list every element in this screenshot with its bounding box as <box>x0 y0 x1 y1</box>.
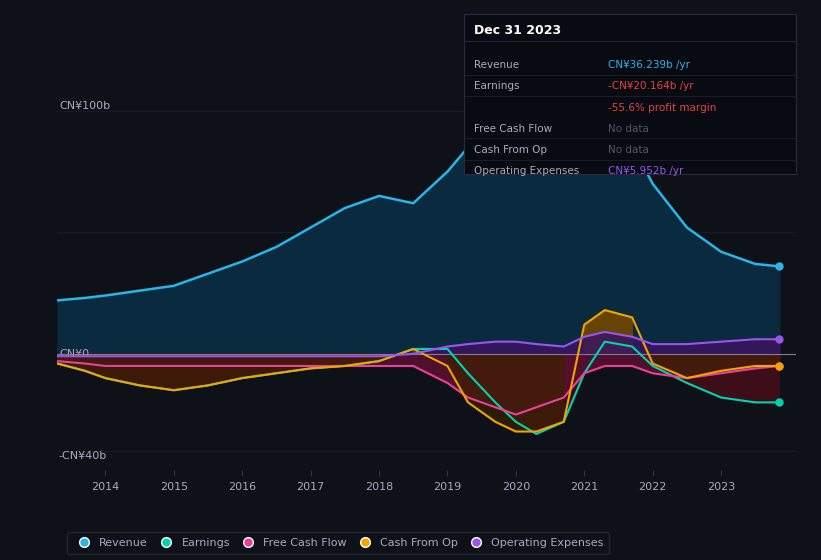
Text: Dec 31 2023: Dec 31 2023 <box>474 24 561 38</box>
Text: CN¥5.952b /yr: CN¥5.952b /yr <box>608 166 683 176</box>
Text: CN¥0: CN¥0 <box>59 349 89 359</box>
Text: Free Cash Flow: Free Cash Flow <box>474 124 552 134</box>
Text: Earnings: Earnings <box>474 81 519 91</box>
Text: No data: No data <box>608 124 649 134</box>
Legend: Revenue, Earnings, Free Cash Flow, Cash From Op, Operating Expenses: Revenue, Earnings, Free Cash Flow, Cash … <box>67 533 609 553</box>
Text: No data: No data <box>608 145 649 155</box>
Text: Operating Expenses: Operating Expenses <box>474 166 579 176</box>
Text: -CN¥20.164b /yr: -CN¥20.164b /yr <box>608 81 693 91</box>
Text: Revenue: Revenue <box>474 60 519 70</box>
Text: -CN¥40b: -CN¥40b <box>59 451 108 461</box>
Text: Cash From Op: Cash From Op <box>474 145 547 155</box>
Text: -55.6% profit margin: -55.6% profit margin <box>608 102 716 113</box>
Text: CN¥36.239b /yr: CN¥36.239b /yr <box>608 60 690 70</box>
Text: CN¥100b: CN¥100b <box>59 101 110 111</box>
